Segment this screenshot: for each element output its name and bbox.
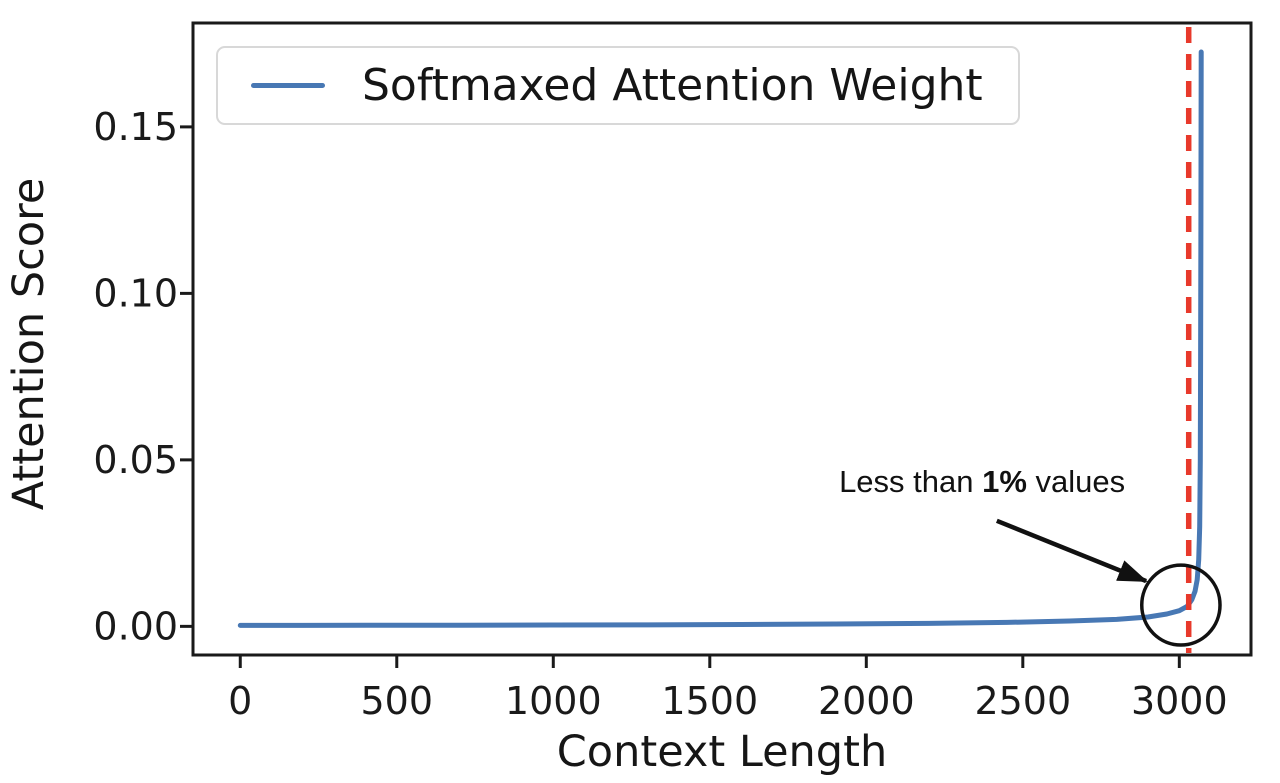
x-tick-label: 2500	[974, 679, 1071, 723]
legend-line-sample	[251, 82, 325, 89]
x-tick-label: 1000	[505, 679, 602, 723]
annotation-circle	[1140, 563, 1222, 647]
series-line	[237, 49, 1204, 628]
x-tick-label: 0	[228, 679, 252, 723]
y-axis-label: Attention Score	[4, 177, 54, 511]
legend: Softmaxed Attention Weight	[216, 46, 1020, 125]
annotation-arrow	[995, 518, 1148, 584]
y-tick-label: 0.05	[93, 438, 178, 482]
x-tick-label: 3000	[1131, 679, 1228, 723]
y-tick-label: 0.15	[93, 105, 178, 149]
x-axis-label: Context Length	[556, 727, 888, 777]
annotation-text-part2: values	[1026, 463, 1126, 499]
x-tick-label: 1500	[661, 679, 758, 723]
y-tick-label: 0.00	[93, 604, 178, 648]
x-tick-label: 2000	[818, 679, 915, 723]
annotation-text-part1: Less than	[839, 463, 983, 499]
legend-label: Softmaxed Attention Weight	[362, 60, 983, 111]
plot-frame	[191, 21, 1253, 657]
x-tick-label: 500	[361, 679, 434, 723]
y-tick-label: 0.10	[93, 271, 178, 315]
annotation-text-bold: 1%	[982, 463, 1027, 499]
annotation-less-than-1pct: Less than 1% values	[839, 464, 1125, 500]
